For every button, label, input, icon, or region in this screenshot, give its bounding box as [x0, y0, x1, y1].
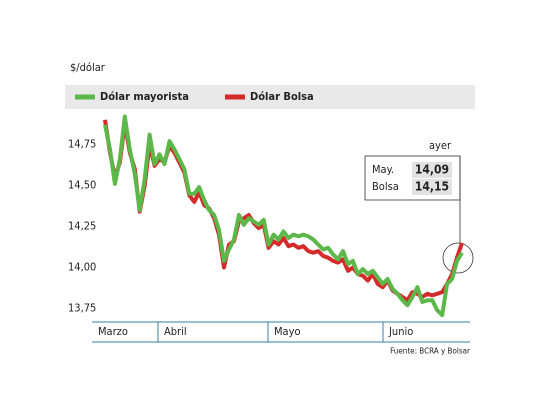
annotation-value-box	[412, 179, 452, 195]
legend-label: Dólar mayorista	[100, 90, 189, 103]
legend-background	[65, 85, 475, 109]
x-tick-label: Junio	[388, 325, 413, 338]
annotation-circle	[442, 242, 474, 274]
series-line	[103, 119, 464, 303]
y-tick-label: 14,00	[68, 261, 96, 274]
annotation-value-box	[412, 162, 452, 178]
legend-label: Dólar Bolsa	[250, 90, 314, 103]
source: Fuente: BCRA y Bolsar	[390, 347, 470, 356]
annotation-title: ayer	[429, 139, 452, 152]
series-line	[103, 114, 464, 318]
x-tick-label: Abril	[164, 325, 187, 338]
x-tick-label: Mayo	[274, 325, 301, 338]
annotation-label: May.	[372, 163, 394, 176]
x-tick-label: Marzo	[98, 325, 128, 338]
y-tick-label: 14,50	[68, 178, 96, 191]
annotation-label: Bolsa	[372, 180, 399, 193]
annotation-value: 14,09	[415, 163, 449, 177]
y-tick-label: 14,75	[68, 137, 96, 150]
y-axis-label: $/dólar	[70, 61, 106, 74]
annotation-value: 14,15	[415, 180, 449, 194]
y-tick-label: 14,25	[68, 219, 96, 232]
y-tick-label: 13,75	[68, 302, 96, 315]
